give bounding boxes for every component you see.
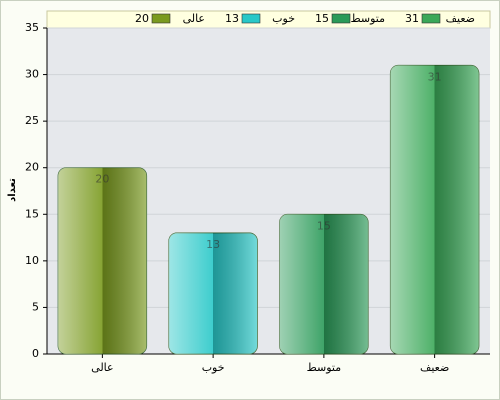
y-tick-label: 0	[32, 347, 39, 360]
y-tick-label: 5	[32, 300, 39, 313]
x-tick-label: متوسط	[307, 361, 342, 374]
data-label: 13	[206, 238, 220, 251]
legend-value: 13	[225, 12, 239, 25]
y-tick-label: 35	[25, 21, 39, 34]
y-tick-label: 20	[25, 161, 39, 174]
legend-swatch	[331, 13, 351, 24]
legend-label: خوب	[272, 12, 295, 25]
legend-label: عالی	[183, 12, 205, 25]
x-tick-label: ضعیف	[420, 361, 449, 374]
x-tick-label: خوب	[202, 361, 225, 374]
legend-label: متوسط	[350, 12, 385, 25]
legend-value: 15	[315, 12, 329, 25]
legend-swatch	[151, 13, 171, 24]
bar-shade	[58, 167, 147, 354]
legend-swatch	[421, 13, 441, 24]
bar-shade	[168, 232, 258, 354]
y-axis-label: تعداد	[7, 178, 18, 202]
legend-value: 20	[135, 12, 149, 25]
data-label: 15	[317, 219, 331, 232]
legend-value: 31	[405, 12, 419, 25]
legend-label: ضعیف	[446, 12, 475, 25]
data-label: 20	[95, 173, 109, 186]
bar-shade	[390, 65, 479, 354]
data-label: 31	[428, 70, 442, 83]
bar-shade	[279, 214, 369, 354]
y-tick-label: 10	[25, 254, 39, 267]
y-tick-label: 25	[25, 114, 39, 127]
legend-swatch	[241, 13, 261, 24]
y-tick-label: 30	[25, 68, 39, 81]
y-tick-label: 15	[25, 207, 39, 220]
x-tick-label: عالی	[91, 361, 113, 374]
